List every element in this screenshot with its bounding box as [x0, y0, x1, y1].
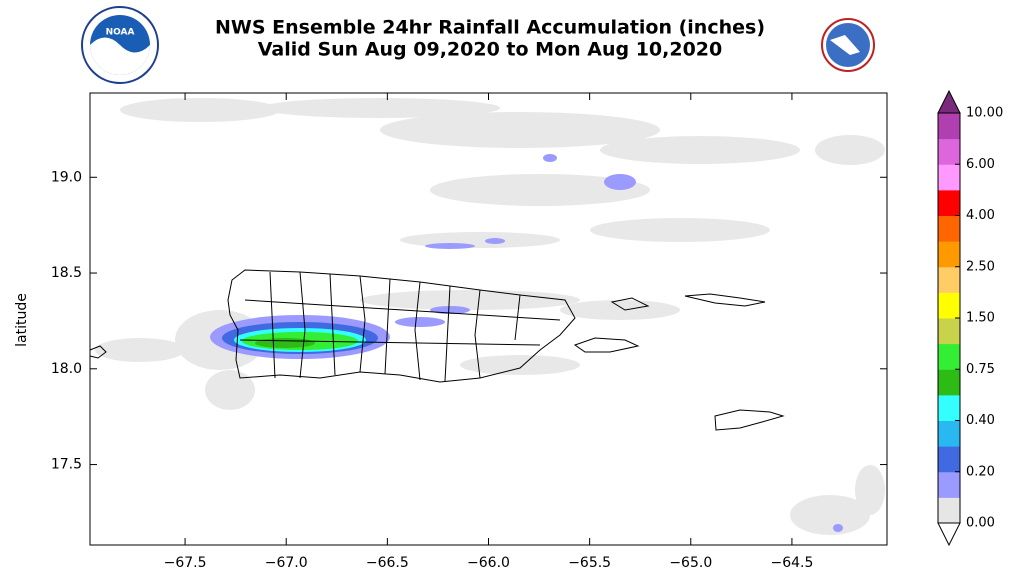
colorbar-label: 0.00: [966, 516, 995, 531]
map: [89, 98, 885, 535]
colorbar-segment: [938, 318, 960, 345]
colorbar-segment: [938, 343, 960, 370]
chart-subtitle: Valid Sun Aug 09,2020 to Mon Aug 10,2020: [258, 39, 723, 61]
colorbar-segment: [938, 113, 960, 140]
colorbar-label: 0.40: [966, 413, 995, 428]
nws-logo: [810, 7, 886, 83]
x-tick-label: −65.0: [669, 555, 712, 571]
colorbar-label: 4.00: [966, 208, 995, 223]
colorbar-label: 2.50: [966, 259, 995, 274]
colorbar-segment: [938, 241, 960, 268]
y-tick-label: 18.0: [51, 361, 82, 377]
colorbar-segment: [938, 369, 960, 396]
y-axis-label: latitude: [14, 293, 30, 347]
colorbar-under: [937, 522, 961, 547]
chart-title: NWS Ensemble 24hr Rainfall Accumulation …: [215, 17, 765, 39]
colorbar-segment: [938, 420, 960, 447]
colorbar-label: 0.75: [966, 362, 995, 377]
colorbar-over: [937, 89, 961, 114]
coastline: [89, 269, 785, 431]
colorbar-segment: [938, 189, 960, 216]
colorbar-segment: [938, 497, 960, 524]
colorbar-segment: [938, 446, 960, 473]
colorbar-label: 6.00: [966, 157, 995, 172]
x-tick-label: −66.0: [467, 555, 510, 571]
colorbar-label: 0.20: [966, 464, 995, 479]
heavy-rain: [255, 338, 315, 348]
y-tick-label: 19.0: [51, 169, 82, 185]
colorbar-segment: [938, 215, 960, 242]
colorbar-segment: [938, 394, 960, 421]
colorbar-segment: [938, 164, 960, 191]
svg-text:NOAA: NOAA: [106, 28, 135, 38]
light-rain: [95, 98, 885, 535]
colorbar-segment: [938, 138, 960, 165]
y-tick-label: 18.5: [51, 265, 82, 281]
colorbar-label: 1.50: [966, 311, 995, 326]
x-tick-label: −64.5: [770, 555, 813, 571]
noaa-logo: NOAA: [81, 6, 159, 84]
x-tick-label: −67.5: [164, 555, 207, 571]
y-tick-label: 17.5: [51, 457, 82, 473]
colorbar-label: 10.00: [966, 106, 1003, 121]
x-tick-label: −65.5: [568, 555, 611, 571]
x-tick-label: −66.5: [366, 555, 409, 571]
x-tick-label: −67.0: [265, 555, 308, 571]
colorbar-segment: [938, 266, 960, 293]
colorbar-segment: [938, 471, 960, 498]
colorbar-segment: [938, 292, 960, 319]
